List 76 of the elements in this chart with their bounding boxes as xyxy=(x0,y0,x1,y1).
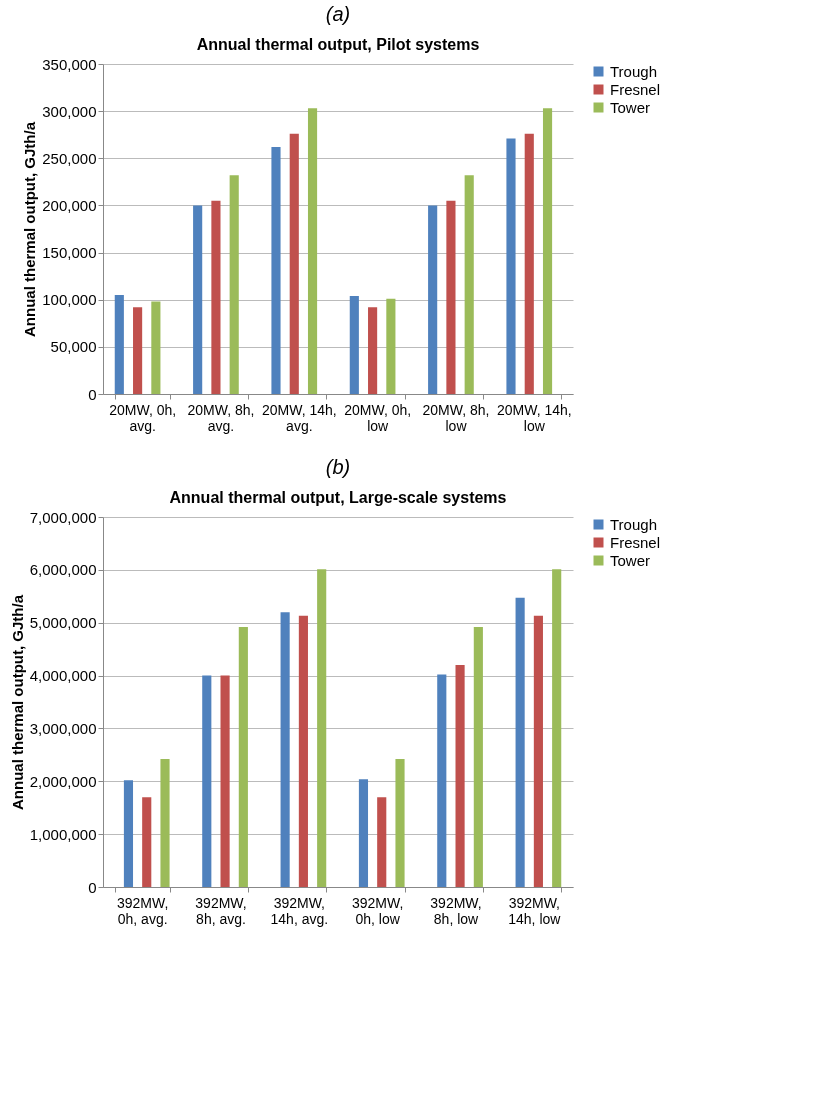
x-tick-label: 392MW, 8h, low xyxy=(430,894,482,927)
y-tick-label: 300,000 xyxy=(42,102,97,120)
bar xyxy=(114,295,124,394)
bar xyxy=(524,133,534,394)
x-tick-label: 20MW, 0h, avg. xyxy=(109,401,177,434)
bar xyxy=(271,146,281,394)
bar xyxy=(368,307,378,394)
bar xyxy=(317,569,327,887)
bar xyxy=(202,675,212,887)
bar xyxy=(289,133,299,394)
bar xyxy=(160,759,170,887)
y-tick-label: 7,000,000 xyxy=(29,508,97,526)
bar xyxy=(533,615,543,887)
chart-subtitle: Annual thermal output, Large-scale systems xyxy=(169,489,507,506)
bar xyxy=(123,780,134,887)
bar xyxy=(395,759,405,887)
bar xyxy=(542,108,553,394)
legend-label: Trough xyxy=(610,515,657,533)
y-tick-label: 50,000 xyxy=(50,338,97,356)
bar xyxy=(428,205,438,394)
legend-label: Fresnel xyxy=(610,533,661,551)
x-tick-label: 392MW, 14h, low xyxy=(508,894,562,927)
bar xyxy=(142,797,152,887)
y-tick-label: 1,000,000 xyxy=(29,825,97,843)
bar xyxy=(193,205,203,394)
x-tick-label: 392MW, 0h, low xyxy=(351,894,404,927)
bar xyxy=(151,301,161,394)
x-tick-label: 392MW, 0h, avg. xyxy=(116,894,169,927)
bar xyxy=(229,175,239,394)
bar xyxy=(280,612,290,887)
y-tick-label: 2,000,000 xyxy=(29,772,97,790)
chart-title: (a) xyxy=(325,3,351,25)
bar xyxy=(307,108,318,394)
bar xyxy=(238,626,248,887)
y-axis-title: Annual thermal output, GJth/a xyxy=(8,594,26,811)
legend-label: Tower xyxy=(610,551,651,569)
bar xyxy=(298,615,308,887)
y-tick-label: 0 xyxy=(88,878,97,896)
y-tick-label: 250,000 xyxy=(42,149,97,167)
x-tick-label: 20MW, 0h, low xyxy=(344,401,412,434)
x-tick-label: 20MW, 14h, avg. xyxy=(261,401,337,434)
bar xyxy=(386,298,396,394)
y-tick-label: 200,000 xyxy=(42,196,97,214)
x-tick-label: 392MW, 14h, avg. xyxy=(270,894,329,927)
chart-subtitle: Annual thermal output, Pilot systems xyxy=(196,36,480,53)
bar xyxy=(377,797,387,887)
legend-label: Trough xyxy=(610,62,657,80)
bar xyxy=(552,569,562,887)
bar xyxy=(437,674,447,887)
bar xyxy=(220,675,230,887)
x-tick-label: 20MW, 8h, avg. xyxy=(187,401,255,434)
bar xyxy=(358,779,369,887)
bar xyxy=(211,200,221,394)
bar xyxy=(464,175,474,394)
y-tick-label: 6,000,000 xyxy=(29,561,97,579)
y-tick-label: 3,000,000 xyxy=(29,719,97,737)
y-tick-label: 0 xyxy=(88,385,97,403)
bar xyxy=(455,665,465,887)
y-tick-label: 100,000 xyxy=(42,291,97,309)
y-axis-title: Annual thermal output, GJth/a xyxy=(21,121,39,338)
legend-label: Tower xyxy=(610,98,651,116)
y-tick-label: 4,000,000 xyxy=(29,667,97,685)
legend-label: Fresnel xyxy=(610,80,661,98)
y-tick-label: 5,000,000 xyxy=(29,614,97,632)
bar xyxy=(133,307,143,394)
x-tick-label: 20MW, 8h, low xyxy=(422,401,490,434)
bar xyxy=(349,295,359,394)
x-tick-label: 392MW, 8h, avg. xyxy=(195,894,247,927)
y-tick-label: 350,000 xyxy=(42,55,97,73)
chart-title: (b) xyxy=(325,456,351,478)
bar xyxy=(506,138,516,394)
bar xyxy=(446,200,456,394)
x-tick-label: 20MW, 14h, low xyxy=(496,401,572,434)
bar xyxy=(515,597,525,887)
bar xyxy=(473,626,483,887)
y-tick-label: 150,000 xyxy=(42,244,97,262)
